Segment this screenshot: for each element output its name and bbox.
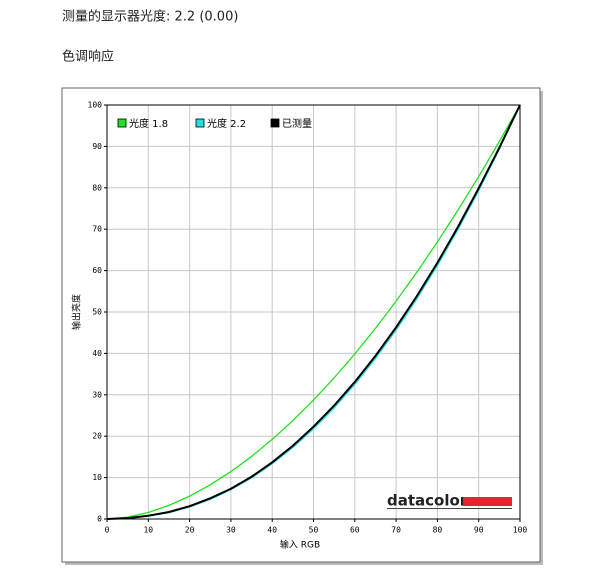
x-tick-label: 40 <box>267 526 277 535</box>
legend-label: 光度 2.2 <box>207 117 246 130</box>
x-tick-label: 30 <box>226 526 236 535</box>
legend-swatch <box>117 118 127 128</box>
x-tick-label: 90 <box>474 526 484 535</box>
logo-text: datacolor <box>387 492 468 510</box>
legend-label: 已测量 <box>282 117 312 130</box>
y-tick-label: 10 <box>92 473 102 482</box>
x-tick-label: 10 <box>143 526 153 535</box>
logo: datacolor <box>387 492 512 510</box>
y-tick-label: 60 <box>92 266 102 275</box>
legend-swatch <box>195 118 205 128</box>
legend-label: 光度 1.8 <box>129 117 168 130</box>
logo-bar <box>463 497 512 506</box>
y-tick-label: 20 <box>92 432 102 441</box>
x-tick-label: 60 <box>350 526 360 535</box>
plot-border <box>106 104 521 520</box>
x-tick-label: 50 <box>309 526 319 535</box>
y-tick-label: 70 <box>92 225 102 234</box>
y-tick-label: 50 <box>92 308 102 317</box>
x-tick-label: 20 <box>185 526 195 535</box>
x-tick-label: 0 <box>105 526 110 535</box>
legend-swatch <box>270 118 280 128</box>
y-axis-label: 输出亮度 <box>71 294 83 330</box>
y-tick-label: 30 <box>92 390 102 399</box>
logo-rule <box>387 508 512 509</box>
y-tick-label: 90 <box>92 142 102 151</box>
x-axis-label: 输入 RGB <box>280 539 320 551</box>
y-tick-label: 80 <box>92 183 102 192</box>
x-tick-label: 100 <box>513 526 528 535</box>
y-tick-label: 40 <box>92 349 102 358</box>
y-tick-label: 100 <box>88 101 103 110</box>
series-line <box>106 104 521 520</box>
x-tick-label: 70 <box>391 526 401 535</box>
page-title: 测量的显示器光度: 2.2 (0.00) <box>62 9 238 25</box>
section-title: 色调响应 <box>62 49 114 65</box>
series-line <box>106 104 521 520</box>
y-tick-label: 0 <box>97 515 102 524</box>
x-tick-label: 80 <box>433 526 443 535</box>
